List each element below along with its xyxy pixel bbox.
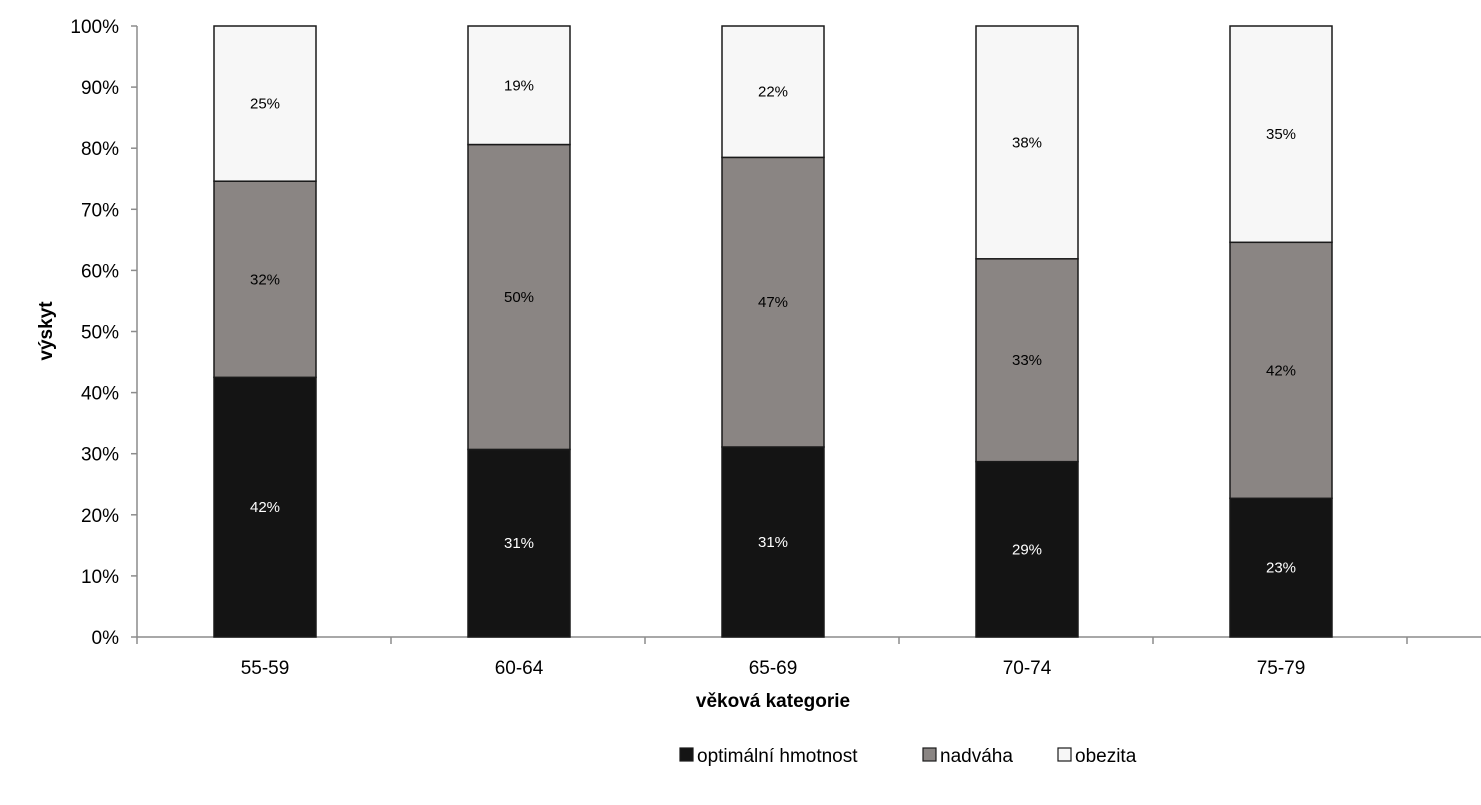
legend-swatch (679, 747, 694, 762)
data-label: 33% (1012, 352, 1042, 369)
y-tick-label: 80% (81, 139, 119, 160)
y-tick-label: 10% (81, 567, 119, 588)
bar-segment (721, 156, 825, 448)
bar-segment (1229, 241, 1333, 500)
bar-segment (467, 143, 571, 451)
y-tick-label: 50% (81, 323, 119, 344)
data-label: 42% (1266, 362, 1296, 379)
x-axis: 55-59 60-64 65-69 70-74 75-79 (136, 636, 1481, 679)
y-tick-label: 0% (92, 628, 120, 649)
bar-segment (467, 448, 571, 638)
data-label: 29% (1012, 541, 1042, 558)
data-label: 22% (758, 84, 788, 101)
bar-segment (975, 25, 1079, 260)
data-label: 35% (1266, 126, 1296, 143)
legend-label: optimální hmotnost (697, 746, 858, 767)
data-label: 50% (504, 289, 534, 306)
bar-segment (213, 25, 317, 182)
legend-label: nadváha (940, 746, 1013, 767)
y-tick-label: 70% (81, 200, 119, 221)
bar-segment (721, 446, 825, 638)
bar-segment (1229, 497, 1333, 638)
y-tick-label: 100% (70, 17, 119, 38)
y-tick-label: 90% (81, 78, 119, 99)
data-label: 32% (250, 271, 280, 288)
y-axis: 0% 10% 20% 30% 40% 50% 60% 70% 80% 90% 100% (70, 17, 138, 649)
legend: optimální hmotnost nadváha obezita (679, 746, 1137, 767)
data-label: 25% (250, 96, 280, 113)
legend-swatch (922, 747, 937, 762)
y-axis-title: výskyt (36, 301, 57, 361)
bar-segment (1229, 25, 1333, 244)
data-label: 19% (504, 77, 534, 94)
bars (213, 25, 1333, 638)
y-tick-label: 20% (81, 506, 119, 527)
data-label: 42% (250, 499, 280, 516)
y-tick-label: 40% (81, 384, 119, 405)
data-label: 47% (758, 294, 788, 311)
data-labels: 42% 32% 25% 31% 50% 19% 31% 47% 22% 29% 33% 38% 23% 4… (250, 77, 1296, 576)
bar-segment (213, 180, 317, 379)
data-label: 23% (1266, 560, 1296, 577)
x-tick-label: 55-59 (241, 658, 290, 679)
data-label: 31% (504, 535, 534, 552)
x-tick-label: 75-79 (1257, 658, 1306, 679)
x-tick-label: 65-69 (749, 658, 798, 679)
legend-swatch (1057, 747, 1072, 762)
bar-segment (467, 25, 571, 146)
bar-segment (721, 25, 825, 159)
bar-segment (975, 258, 1079, 463)
data-label: 38% (1012, 134, 1042, 151)
bar-segment (975, 460, 1079, 638)
y-tick-label: 60% (81, 261, 119, 282)
y-tick-label: 30% (81, 445, 119, 466)
data-label: 31% (758, 534, 788, 551)
legend-label: obezita (1075, 746, 1137, 767)
x-tick-label: 70-74 (1003, 658, 1052, 679)
x-axis-title: věková kategorie (696, 691, 850, 712)
x-tick-label: 60-64 (495, 658, 544, 679)
